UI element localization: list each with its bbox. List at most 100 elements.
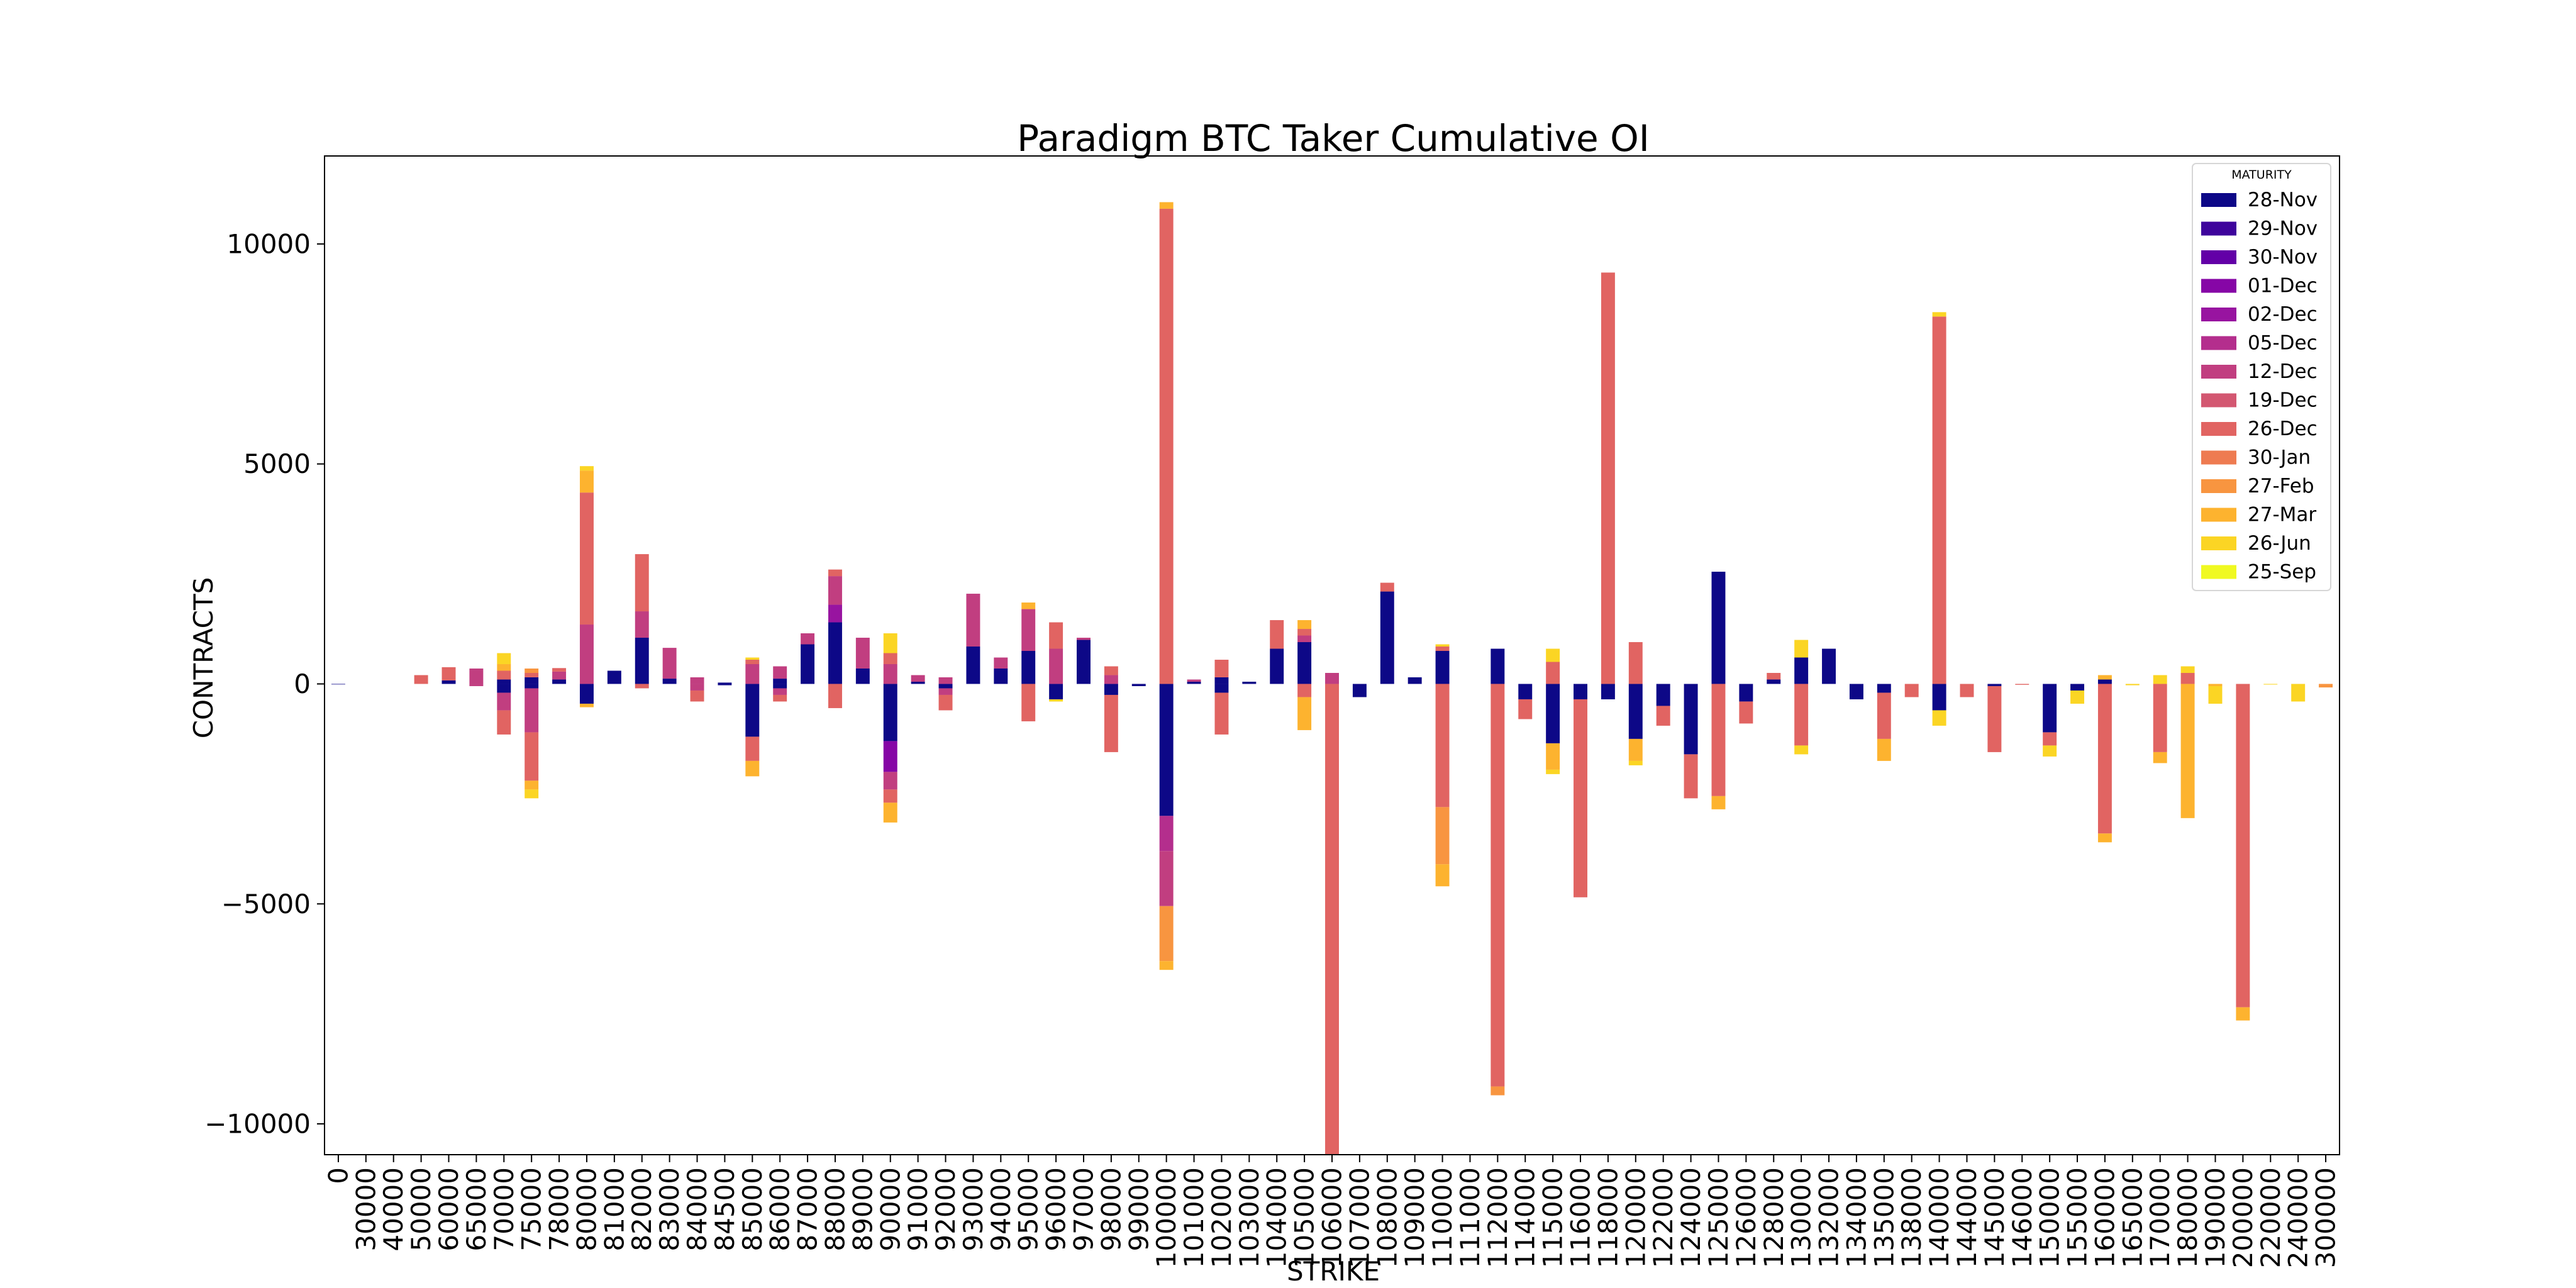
x-tick-label-144000: 144000 [1951, 1167, 1982, 1268]
x-tick-label-165000: 165000 [2117, 1167, 2148, 1268]
bar-segment-150000-28-Nov-0 [2043, 684, 2057, 733]
legend-label-27-Mar: 27-Mar [2248, 504, 2316, 526]
x-tick-label-130000: 130000 [1786, 1167, 1817, 1268]
bar-segment-106000-26-Dec-0 [1325, 684, 1339, 1155]
bar-segment-100000-26-Dec-5 [1159, 208, 1174, 684]
bar-segment-104000-28-Nov-0 [1270, 648, 1284, 684]
bar-segment-135000-26-Dec-1 [1877, 692, 1891, 739]
x-tick-label-120000: 120000 [1620, 1167, 1651, 1268]
legend-label-30-Jan: 30-Jan [2248, 447, 2311, 469]
bar-segment-83000-28-Nov-0 [662, 679, 677, 684]
bar-segment-92000-12-Dec-3 [938, 677, 953, 684]
bar-segment-94000-12-Dec-1 [994, 657, 1008, 669]
bar-segment-180000-26-Dec-0 [2180, 672, 2195, 684]
x-tick-label-115000: 115000 [1538, 1167, 1568, 1268]
bar-segment-75000-27-Mar-3 [525, 780, 539, 790]
x-tick-label-90000: 90000 [875, 1167, 906, 1252]
bar-segment-92000-12-Dec-1 [938, 688, 953, 695]
x-tick-label-91000: 91000 [902, 1167, 933, 1252]
legend-swatch-01-Dec [2201, 279, 2236, 293]
legend-swatch-05-Dec [2201, 336, 2236, 350]
bar-segment-155000-28-Nov-0 [2070, 684, 2085, 691]
bar-segment-80000-27-Mar-1 [579, 703, 594, 708]
bar-segment-75000-26-Dec-2 [525, 732, 539, 781]
bar-segment-126000-26-Dec-1 [1739, 701, 1753, 724]
bar-segment-160000-26-Dec-2 [2097, 684, 2112, 834]
bar-segment-100000-27-Mar-6 [1159, 202, 1174, 209]
x-tick-label-85000: 85000 [737, 1167, 768, 1252]
legend-swatch-30-Nov [2201, 250, 2236, 264]
bar-segment-135000-27-Mar-2 [1877, 738, 1891, 761]
bar-segment-155000-26-Jun-1 [2070, 690, 2085, 704]
bar-segment-82000-26-Dec-2 [635, 554, 649, 612]
bar-segment-110000-26-Jun-2 [1435, 644, 1450, 647]
bar-segment-80000-26-Jun-5 [579, 466, 594, 471]
bar-segment-96000-28-Nov-0 [1049, 684, 1063, 699]
bar-segment-180000-26-Jun-1 [2180, 666, 2195, 673]
y-tick-label-0: 0 [294, 669, 311, 699]
bar-segment-75000-12-Dec-1 [525, 688, 539, 733]
x-tick-label-126000: 126000 [1731, 1167, 1762, 1268]
x-tick-label-92000: 92000 [930, 1167, 961, 1252]
bar-segment-104000-26-Dec-1 [1270, 620, 1284, 649]
x-tick-label-146000: 146000 [2007, 1167, 2038, 1268]
bar-segment-60000-28-Nov-0 [441, 680, 456, 684]
bar-segment-101000-28-Nov-0 [1187, 681, 1201, 684]
bar-segment-110000-26-Dec-3 [1435, 684, 1450, 808]
bar-segment-70000-26-Dec-4 [497, 670, 511, 680]
x-tick-label-81000: 81000 [599, 1167, 630, 1252]
bar-segment-94000-28-Nov-0 [994, 668, 1008, 684]
x-tick-label-124000: 124000 [1675, 1167, 1706, 1268]
bar-segment-130000-26-Jun-3 [1794, 745, 1809, 755]
x-tick-label-93000: 93000 [958, 1167, 989, 1252]
bar-segment-97000-28-Nov-0 [1077, 640, 1091, 684]
bar-segment-100000-27-Mar-4 [1159, 961, 1174, 970]
x-tick-label-112000: 112000 [1482, 1167, 1513, 1268]
legend-label-05-Dec: 05-Dec [2248, 332, 2318, 355]
bar-segment-89000-28-Nov-0 [855, 668, 870, 684]
bar-segment-140000-26-Dec-2 [1932, 316, 1946, 684]
bar-segment-160000-27-Mar-3 [2097, 833, 2112, 843]
bar-segment-78000-26-Dec-2 [552, 668, 567, 672]
bar-segment-82000-12-Dec-1 [635, 611, 649, 638]
bar-segment-134000-28-Nov-0 [1849, 684, 1863, 699]
bar-segment-102000-26-Dec-1 [1214, 692, 1229, 735]
legend-label-02-Dec: 02-Dec [2248, 303, 2318, 326]
bar-segment-82000-28-Nov-0 [635, 638, 649, 684]
bar-segment-120000-27-Mar-1 [1628, 738, 1643, 761]
bar-segment-75000-28-Nov-0 [525, 684, 539, 689]
bar-segment-90000-26-Dec-3 [883, 789, 897, 803]
bar-segment-98000-12-Dec-2 [1104, 675, 1118, 684]
bar-segment-140000-26-Jun-1 [1932, 710, 1946, 726]
bar-segment-84500-28-Nov-0 [718, 682, 732, 684]
bar-segment-100000-05-Dec-1 [1159, 816, 1174, 852]
bar-segment-160000-28-Nov-0 [2097, 679, 2112, 684]
bar-segment-80000-28-Nov-0 [579, 684, 594, 704]
x-tick-label-30000: 30000 [350, 1167, 381, 1252]
bar-segment-93000-12-Dec-1 [966, 594, 980, 647]
x-tick-label-135000: 135000 [1868, 1167, 1899, 1268]
bar-segment-300000-27-Feb-0 [2319, 684, 2333, 688]
bar-segment-99000-28-Nov-0 [1131, 684, 1146, 686]
bar-segment-70000-26-Jun-6 [497, 653, 511, 664]
x-tick-label-200000: 200000 [2228, 1167, 2258, 1268]
x-tick-label-75000: 75000 [516, 1167, 547, 1252]
x-tick-label-106000: 106000 [1317, 1167, 1348, 1268]
x-tick-label-132000: 132000 [1814, 1167, 1845, 1268]
bar-segment-125000-26-Dec-1 [1711, 684, 1726, 796]
bar-segment-89000-12-Dec-1 [855, 638, 870, 669]
legend-swatch-25-Sep [2201, 565, 2236, 579]
bar-segment-130000-28-Nov-0 [1794, 657, 1809, 684]
x-tick-label-145000: 145000 [1979, 1167, 2010, 1268]
bar-segment-105000-27-Mar-3 [1297, 620, 1312, 630]
bar-segment-90000-27-Mar-4 [883, 802, 897, 823]
legend-title: MATURITY [2231, 168, 2292, 182]
bar-segment-65000-12-Dec-1 [469, 684, 484, 686]
bar-segment-118000-28-Nov-0 [1601, 684, 1615, 699]
x-tick-label-98000: 98000 [1096, 1167, 1126, 1252]
x-tick-label-125000: 125000 [1703, 1167, 1734, 1268]
bar-segment-91000-12-Dec-1 [911, 675, 925, 682]
x-tick-label-100000: 100000 [1151, 1167, 1182, 1268]
bar-segment-78000-28-Nov-0 [552, 679, 567, 684]
